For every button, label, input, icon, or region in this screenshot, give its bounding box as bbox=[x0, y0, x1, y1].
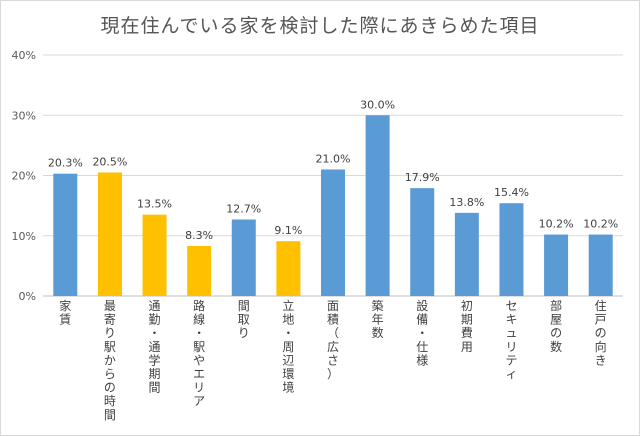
x-tick-label: 築年数 bbox=[372, 298, 384, 340]
bar bbox=[321, 169, 345, 296]
x-tick-label: 間取り bbox=[238, 299, 250, 340]
y-tick-label: 0% bbox=[19, 290, 36, 303]
bar bbox=[365, 115, 390, 296]
x-tick-label: 初期費用 bbox=[461, 299, 473, 354]
x-tick-label: 部屋の数 bbox=[550, 298, 562, 354]
data-label: 12.7% bbox=[226, 202, 261, 215]
y-tick-label: 20% bbox=[12, 170, 36, 183]
y-tick-label: 30% bbox=[12, 109, 36, 122]
bar bbox=[142, 214, 167, 296]
data-label: 10.2% bbox=[539, 218, 574, 231]
x-tick-label: 立地・周辺環境 bbox=[282, 298, 294, 395]
x-tick-label: 設備・仕様 bbox=[416, 298, 428, 367]
bar bbox=[410, 188, 435, 296]
x-tick-label: セキュリティ bbox=[505, 299, 517, 381]
x-tick-label: 家賃 bbox=[59, 298, 71, 327]
y-tick-label: 40% bbox=[12, 49, 36, 62]
data-label: 9.1% bbox=[274, 224, 302, 237]
bar bbox=[454, 212, 479, 296]
data-label: 13.8% bbox=[449, 196, 484, 209]
data-label: 20.3% bbox=[48, 157, 83, 170]
data-label: 21.0% bbox=[316, 152, 351, 165]
bar bbox=[187, 245, 212, 296]
bar bbox=[544, 234, 569, 296]
labels: 0% 10% 20% 30% 40% 20.3% 家賃 20.5% 最寄り駅からの時間 13.5%… bbox=[12, 49, 619, 422]
data-label: 10.2% bbox=[583, 218, 618, 231]
chart-title: 現在住んでいる家を検討した際にあきらめた項目 bbox=[100, 15, 540, 37]
data-label: 20.5% bbox=[92, 155, 127, 168]
x-tick-label: 最寄り駅からの時間 bbox=[104, 299, 116, 422]
bar bbox=[588, 234, 613, 296]
bars bbox=[53, 115, 613, 296]
data-label: 13.5% bbox=[137, 198, 172, 211]
x-tick-label: 住戸の向き bbox=[595, 299, 607, 367]
x-tick-label: 面積（広さ） bbox=[327, 299, 339, 381]
data-label: 17.9% bbox=[405, 171, 440, 184]
bar bbox=[97, 172, 122, 296]
bar bbox=[276, 241, 301, 296]
data-label: 8.3% bbox=[185, 229, 213, 242]
x-tick-label: 通勤・通学期間 bbox=[149, 299, 161, 395]
data-label: 30.0% bbox=[360, 98, 395, 111]
x-tick-label: 路線・駅やエリア bbox=[193, 298, 205, 408]
bar bbox=[499, 203, 524, 296]
y-tick-label: 10% bbox=[12, 230, 36, 243]
bar bbox=[53, 173, 78, 296]
data-label: 15.4% bbox=[494, 186, 529, 199]
bar bbox=[231, 219, 256, 296]
